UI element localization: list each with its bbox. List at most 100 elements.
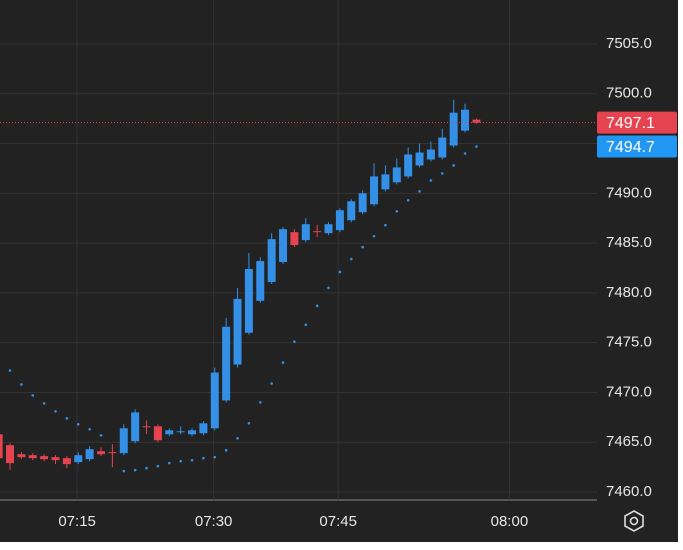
candle-body xyxy=(301,224,310,241)
sar-dot xyxy=(440,172,444,175)
y-tick-label: 7485.0 xyxy=(606,234,652,251)
candle-body xyxy=(176,431,185,433)
candle-body xyxy=(51,457,60,461)
y-tick-label: 7465.0 xyxy=(606,433,652,450)
candle-body xyxy=(17,454,26,458)
candle-body xyxy=(290,232,299,246)
candle-body xyxy=(165,430,174,435)
sar-dot xyxy=(463,152,467,155)
sar-dot xyxy=(236,436,239,440)
sar-dot xyxy=(429,179,433,182)
candle-body xyxy=(153,426,162,441)
candle-body xyxy=(381,174,390,190)
sar-dot xyxy=(54,410,57,413)
settings-hexagon[interactable] xyxy=(624,510,644,532)
sar-dot xyxy=(258,401,262,404)
candle-body xyxy=(119,428,128,454)
sar-dot xyxy=(270,382,273,385)
sar-dot xyxy=(122,469,126,473)
price-label: 7497.1 xyxy=(606,115,655,132)
candle-body xyxy=(28,455,37,459)
candle-body xyxy=(279,229,288,263)
sar-dot xyxy=(384,223,387,227)
sar-dot xyxy=(418,190,421,193)
sar-dot xyxy=(99,433,103,437)
sar-dot xyxy=(190,458,194,462)
candle-body xyxy=(392,167,401,183)
sar-dot xyxy=(361,245,364,249)
candle-body xyxy=(426,149,435,160)
candle-body xyxy=(267,239,276,282)
y-tick-label: 7475.0 xyxy=(606,334,652,351)
sar-dot xyxy=(293,340,296,343)
sar-dot xyxy=(338,270,342,274)
x-tick-label: 07:45 xyxy=(319,513,357,530)
candle-body xyxy=(131,412,140,442)
sar-dot xyxy=(31,394,35,397)
sar-dot xyxy=(213,455,217,459)
y-tick-label: 7480.0 xyxy=(606,284,652,301)
candle-body xyxy=(222,326,231,401)
candle-body xyxy=(449,112,458,146)
x-tick-label: 07:30 xyxy=(195,513,233,530)
candle-body xyxy=(370,176,379,205)
sar-dot xyxy=(65,417,69,420)
x-tick-label: 07:15 xyxy=(58,513,96,530)
sar-dot xyxy=(156,464,160,468)
candle-body xyxy=(62,458,71,465)
sar-dot xyxy=(20,383,23,386)
y-tick-label: 7460.0 xyxy=(606,483,652,500)
candle-body xyxy=(188,430,197,435)
price-label-box xyxy=(597,111,677,134)
candle-body xyxy=(97,451,106,455)
candle-body xyxy=(199,423,208,434)
candle-body xyxy=(233,298,242,365)
candle-body xyxy=(6,445,15,464)
x-tick-label: 08:00 xyxy=(491,513,529,530)
settings-icon[interactable] xyxy=(624,510,644,532)
chart-background xyxy=(0,0,678,542)
candle-body xyxy=(40,456,49,460)
y-tick-label: 7490.0 xyxy=(606,184,652,201)
sar-dot xyxy=(8,369,12,372)
candle-body xyxy=(142,426,151,428)
candle-body xyxy=(461,109,470,131)
candle-body xyxy=(438,137,447,158)
sar-dot xyxy=(395,209,399,213)
candle-body xyxy=(472,119,481,123)
candle-body xyxy=(85,449,94,460)
candle-body xyxy=(313,231,322,233)
sar-dot xyxy=(179,459,182,463)
candle-body xyxy=(108,452,117,454)
sar-dot xyxy=(475,145,478,148)
y-tick-label: 7500.0 xyxy=(606,85,652,102)
y-tick-label: 7470.0 xyxy=(606,383,652,400)
candle-body xyxy=(358,193,367,213)
sar-dot xyxy=(167,461,171,465)
sar-dot xyxy=(349,257,353,261)
candle-body xyxy=(74,455,83,463)
sar-dot xyxy=(406,199,410,202)
sar-dot xyxy=(145,466,148,470)
sar-dot xyxy=(281,361,285,364)
candle-body xyxy=(415,152,424,166)
candle-body xyxy=(404,154,413,177)
candle-body xyxy=(335,210,344,231)
candle-body xyxy=(256,261,265,301)
sar-dot xyxy=(133,468,137,472)
sar-dot xyxy=(304,323,308,327)
sar-dot xyxy=(202,456,205,460)
candle-body xyxy=(347,201,356,221)
sar-dot xyxy=(224,448,228,452)
candle-body xyxy=(324,224,333,234)
sar-dot xyxy=(76,423,80,426)
price-label-box xyxy=(597,135,677,158)
y-tick-label: 7505.0 xyxy=(606,35,652,52)
settings-dot[interactable] xyxy=(629,516,639,526)
sar-dot xyxy=(452,164,455,167)
sar-dot xyxy=(315,304,319,308)
sar-dot xyxy=(42,402,46,405)
sar-dot xyxy=(247,422,251,425)
candle-body xyxy=(0,434,3,459)
